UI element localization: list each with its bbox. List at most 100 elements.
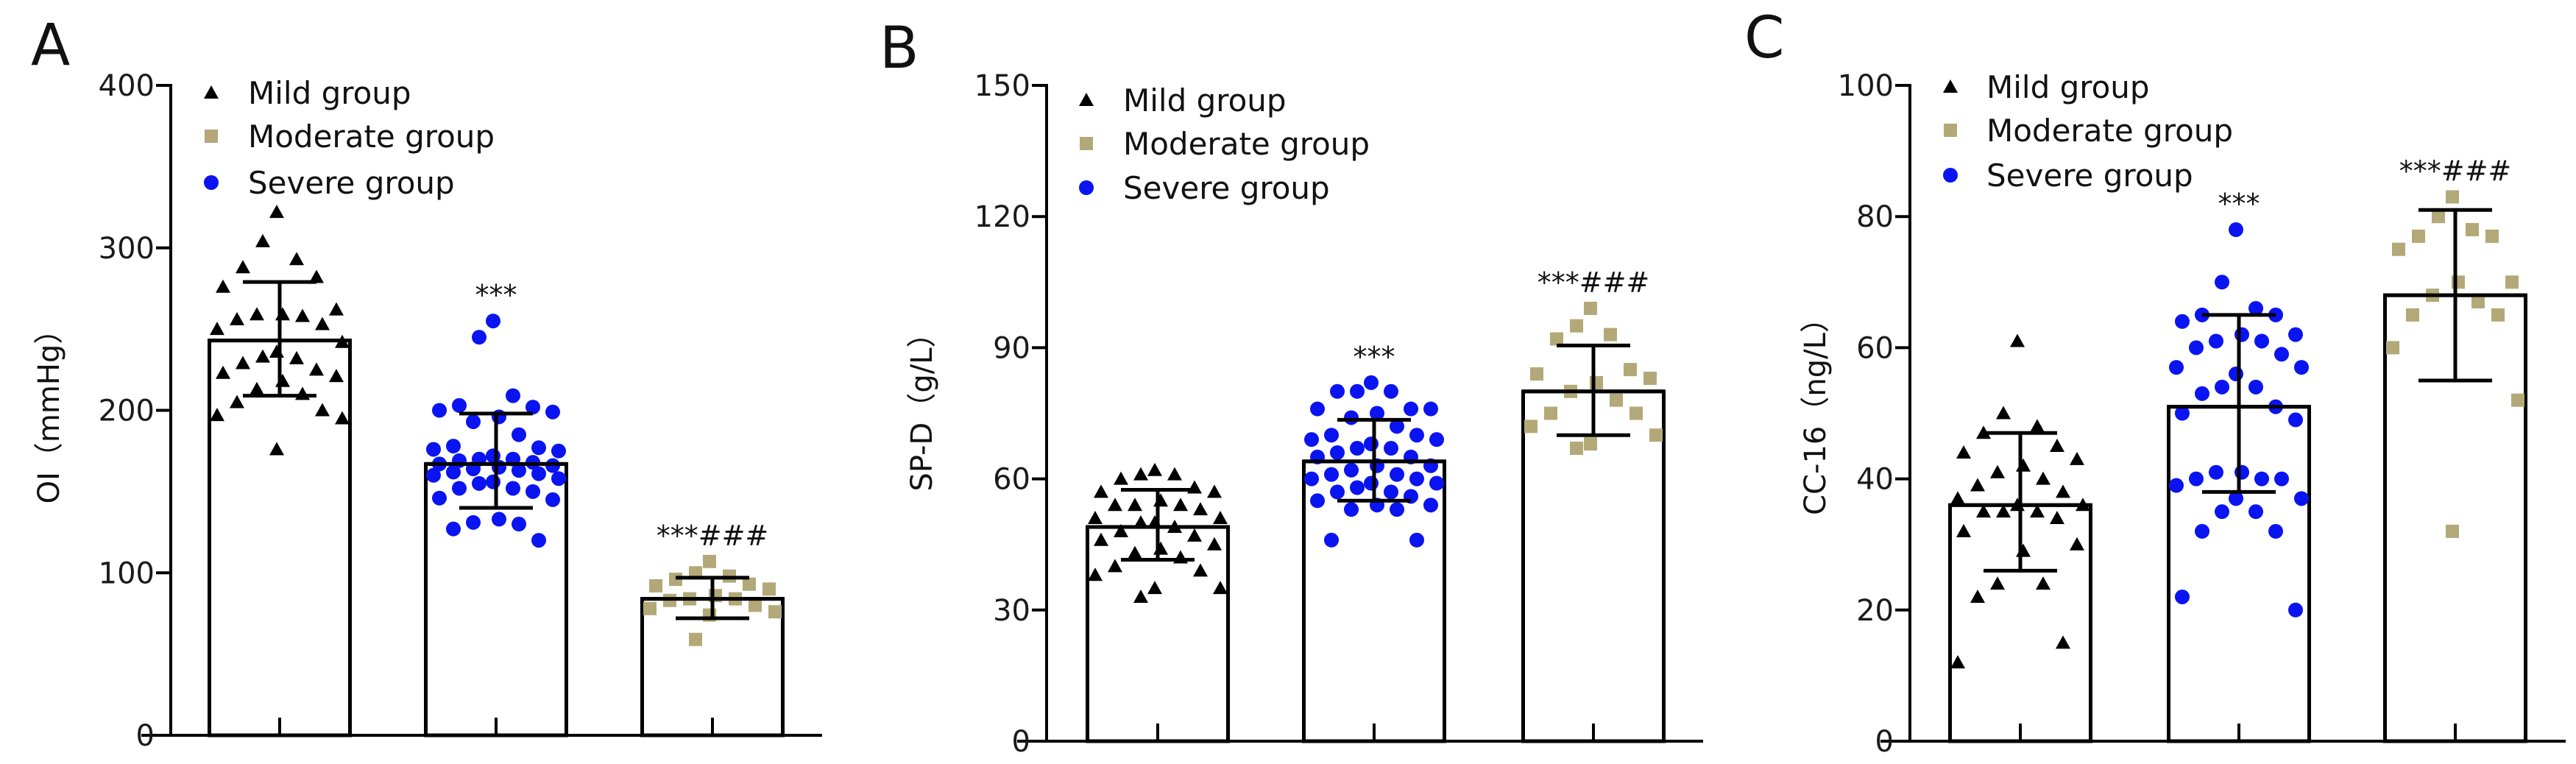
data-point (2274, 347, 2289, 362)
data-point (1108, 498, 1122, 512)
data-point (1344, 462, 1359, 478)
y-tick-label: 30 (993, 594, 1030, 628)
data-point (329, 302, 344, 316)
data-point (2446, 190, 2459, 204)
data-point (1429, 475, 1444, 491)
data-point (2466, 223, 2479, 237)
data-point (1088, 567, 1103, 581)
y-axis-label: CC-16（ng/L） (1799, 303, 1833, 515)
bar-group-3: ***### (1521, 266, 1666, 743)
data-point (2229, 491, 2243, 506)
data-point (216, 279, 230, 293)
data-point (1350, 441, 1365, 456)
data-point (1330, 484, 1345, 500)
data-point (1310, 493, 1325, 509)
data-point (1423, 401, 1438, 417)
data-point (1108, 559, 1122, 573)
data-point (1330, 383, 1345, 399)
legend-item-label: Severe group (1986, 158, 2193, 194)
data-point (2189, 340, 2204, 356)
data-point (426, 442, 441, 457)
data-point (492, 459, 506, 475)
data-point (2491, 308, 2505, 322)
data-point (1193, 502, 1208, 516)
y-tick-label: 200 (99, 395, 155, 428)
y-tick-label: 100 (99, 556, 155, 590)
data-point (1310, 401, 1325, 417)
data-point (551, 443, 566, 459)
data-point (2175, 589, 2190, 604)
data-point (512, 463, 526, 478)
circle-legend-marker-icon (1079, 180, 1094, 195)
data-point (1133, 467, 1148, 481)
square-legend-marker-icon (1080, 137, 1093, 150)
data-point (2030, 504, 2045, 518)
data-point (1207, 537, 1222, 551)
data-point (2471, 295, 2485, 309)
significance-annotation: *** (475, 279, 517, 311)
y-tick-label: 90 (993, 331, 1030, 365)
data-point (295, 308, 310, 322)
data-point (551, 471, 566, 487)
data-point (1429, 432, 1444, 448)
data-point (315, 316, 330, 330)
data-point (1128, 498, 1142, 512)
data-point (1187, 528, 1202, 542)
bar-group-3: ***### (640, 520, 785, 738)
legend-item-label: Mild group (1123, 82, 1287, 119)
data-point (1610, 393, 1623, 407)
data-point (689, 632, 702, 646)
data-point (446, 464, 461, 480)
data-point (1976, 504, 1991, 518)
data-point (1330, 445, 1345, 460)
data-point (2169, 478, 2184, 493)
data-point (545, 404, 560, 420)
data-point (1364, 436, 1379, 452)
data-point (230, 311, 244, 325)
data-point (2446, 524, 2459, 538)
data-point (2432, 210, 2445, 224)
data-point (2248, 300, 2263, 316)
data-point (1390, 502, 1404, 517)
data-point (2175, 406, 2190, 421)
data-point (432, 403, 447, 418)
data-point (1364, 375, 1379, 390)
data-point (210, 322, 224, 336)
data-point (531, 440, 546, 456)
data-point (526, 400, 540, 415)
data-point (2294, 360, 2309, 375)
y-tick-label: 20 (1856, 594, 1894, 628)
data-point (1624, 363, 1637, 377)
data-point (749, 598, 762, 612)
data-point (2209, 464, 2223, 480)
data-point (1324, 532, 1339, 548)
data-point (309, 269, 324, 283)
legend-item-label: Mild group (248, 75, 411, 111)
data-point (2195, 523, 2209, 539)
bar (208, 339, 352, 738)
y-tick-label: 100 (1838, 69, 1894, 103)
data-point (1550, 332, 1563, 346)
data-point (743, 577, 756, 591)
data-point (2485, 229, 2499, 243)
data-point (289, 252, 304, 266)
data-point (1213, 511, 1228, 525)
bar-group-2: *** (2167, 188, 2311, 743)
data-point (1990, 576, 2005, 590)
data-point (1643, 371, 1657, 385)
data-point (1950, 491, 1965, 505)
bar (2383, 293, 2527, 743)
data-point (466, 514, 481, 530)
data-point (1649, 428, 1663, 442)
data-point (2234, 327, 2249, 342)
data-point (1956, 445, 1971, 459)
data-point (1544, 406, 1557, 420)
data-point (1384, 441, 1398, 456)
data-point (1604, 328, 1617, 342)
data-point (531, 466, 546, 481)
data-point (1524, 420, 1538, 434)
data-point (2195, 386, 2209, 401)
data-point (2175, 314, 2190, 329)
y-tick-label: 400 (99, 69, 155, 103)
